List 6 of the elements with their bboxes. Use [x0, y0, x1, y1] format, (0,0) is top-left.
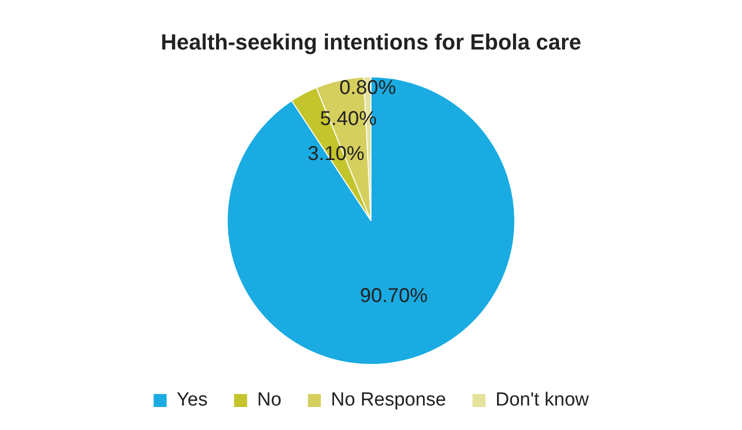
legend-label: Don't know [496, 390, 590, 411]
data-label: 90.70% [360, 284, 428, 307]
legend-label: No Response [330, 390, 446, 411]
chart-title: Health-seeking intentions for Ebola care [160, 29, 582, 54]
legend-label: No [257, 390, 282, 411]
legend-label: Yes [176, 390, 208, 411]
